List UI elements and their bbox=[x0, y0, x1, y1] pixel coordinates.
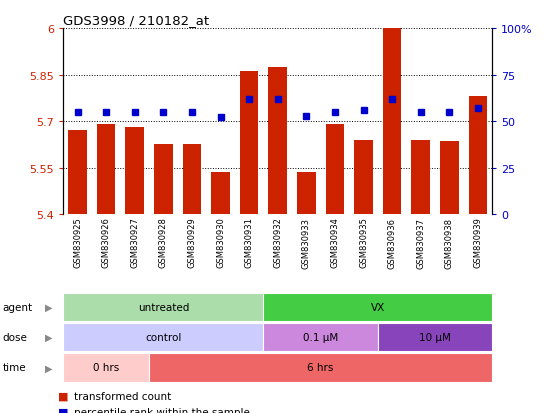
Text: time: time bbox=[3, 363, 26, 373]
Text: untreated: untreated bbox=[138, 302, 189, 312]
Bar bbox=[440, 142, 459, 215]
Bar bbox=[354, 140, 373, 215]
Bar bbox=[268, 68, 287, 215]
Bar bbox=[297, 173, 316, 215]
Text: GSM830939: GSM830939 bbox=[474, 217, 482, 268]
Text: GSM830931: GSM830931 bbox=[245, 217, 254, 268]
Bar bbox=[68, 131, 87, 215]
Bar bbox=[63, 293, 263, 321]
Text: GSM830928: GSM830928 bbox=[159, 217, 168, 268]
Bar bbox=[469, 97, 487, 215]
Text: ▶: ▶ bbox=[45, 302, 52, 312]
Text: 0.1 μM: 0.1 μM bbox=[303, 332, 338, 342]
Text: ▶: ▶ bbox=[45, 332, 52, 342]
Text: GSM830938: GSM830938 bbox=[445, 217, 454, 268]
Bar bbox=[63, 323, 263, 351]
Bar bbox=[211, 173, 230, 215]
Bar bbox=[383, 29, 402, 215]
Text: GSM830935: GSM830935 bbox=[359, 217, 368, 268]
Text: GSM830936: GSM830936 bbox=[388, 217, 397, 268]
Bar bbox=[326, 125, 344, 215]
Bar bbox=[154, 145, 173, 215]
Bar bbox=[240, 72, 258, 215]
Text: ■: ■ bbox=[58, 407, 68, 413]
Text: GSM830927: GSM830927 bbox=[130, 217, 139, 268]
Text: GSM830933: GSM830933 bbox=[302, 217, 311, 268]
Text: 10 μM: 10 μM bbox=[419, 332, 451, 342]
Text: dose: dose bbox=[3, 332, 28, 342]
Text: GSM830929: GSM830929 bbox=[188, 217, 196, 268]
Text: 0 hrs: 0 hrs bbox=[93, 363, 119, 373]
Bar bbox=[263, 293, 492, 321]
Bar bbox=[263, 323, 378, 351]
Text: GSM830925: GSM830925 bbox=[73, 217, 82, 268]
Text: control: control bbox=[145, 332, 182, 342]
Text: ▶: ▶ bbox=[45, 363, 52, 373]
Text: GSM830930: GSM830930 bbox=[216, 217, 225, 268]
Bar bbox=[149, 354, 492, 382]
Text: 6 hrs: 6 hrs bbox=[307, 363, 334, 373]
Text: transformed count: transformed count bbox=[74, 391, 172, 401]
Text: VX: VX bbox=[371, 302, 385, 312]
Bar bbox=[63, 354, 149, 382]
Text: GSM830926: GSM830926 bbox=[102, 217, 111, 268]
Bar bbox=[411, 140, 430, 215]
Text: GSM830932: GSM830932 bbox=[273, 217, 282, 268]
Bar bbox=[97, 125, 116, 215]
Bar bbox=[125, 128, 144, 215]
Bar bbox=[183, 145, 201, 215]
Text: percentile rank within the sample: percentile rank within the sample bbox=[74, 407, 250, 413]
Text: agent: agent bbox=[3, 302, 33, 312]
Text: GDS3998 / 210182_at: GDS3998 / 210182_at bbox=[63, 14, 210, 27]
Text: ■: ■ bbox=[58, 391, 68, 401]
Text: GSM830934: GSM830934 bbox=[331, 217, 339, 268]
Text: GSM830937: GSM830937 bbox=[416, 217, 425, 268]
Bar bbox=[378, 323, 492, 351]
